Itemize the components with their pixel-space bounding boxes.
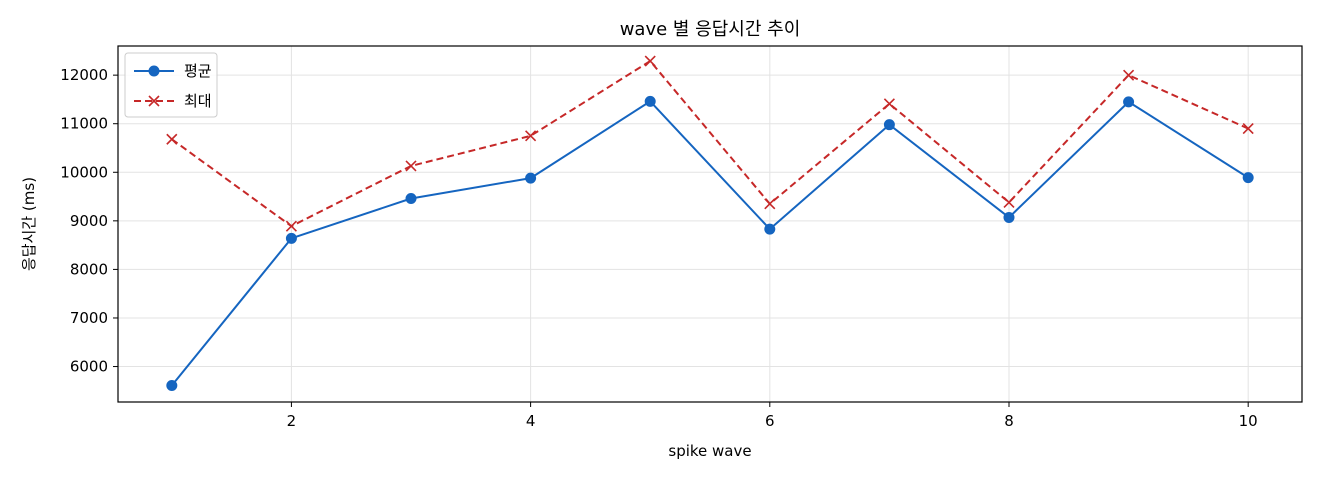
x-axis-label: spike wave <box>668 442 751 460</box>
legend-item-1: 평균 <box>134 62 212 80</box>
series-2 <box>166 55 1254 232</box>
series-1-line <box>171 100 1249 387</box>
series-2-point <box>644 55 656 67</box>
series-1-point <box>1003 211 1015 223</box>
x-tick-label: 8 <box>1004 412 1014 430</box>
series-1 <box>166 95 1254 391</box>
series-2-point-stroke-b <box>285 220 297 232</box>
y-tick-label: 7000 <box>70 309 108 327</box>
y-tick-label: 8000 <box>70 260 108 278</box>
y-axis-label: 응답시간 (ms) <box>20 177 38 271</box>
series-2-point-stroke-b <box>644 55 656 67</box>
legend-label: 최대 <box>184 92 212 110</box>
chart-title: wave 별 응답시간 추이 <box>620 19 801 40</box>
series-2-point <box>883 98 895 110</box>
series-1-point <box>1242 172 1254 184</box>
series-2-point <box>1003 196 1015 208</box>
series-2-point-stroke-b <box>525 130 537 142</box>
grid <box>118 46 1302 402</box>
series-2-point <box>764 198 776 210</box>
series-1-point <box>1123 96 1135 108</box>
series-2-point <box>166 133 178 145</box>
series-2-point-stroke-b <box>764 198 776 210</box>
x-tick-label: 10 <box>1239 412 1258 430</box>
x-tick-label: 6 <box>765 412 775 430</box>
series-2-point <box>405 160 417 172</box>
series-2-line <box>171 60 1249 228</box>
series-1-point <box>166 379 178 391</box>
legend-swatch-marker <box>148 65 160 77</box>
series-group <box>166 55 1254 391</box>
series-2-point-stroke-b <box>166 133 178 145</box>
series-1-point <box>285 232 297 244</box>
series-1-point <box>883 119 895 131</box>
legend-swatch-marker <box>148 95 160 107</box>
y-tick-label: 6000 <box>70 358 108 376</box>
y-tick-label: 9000 <box>70 212 108 230</box>
series-2-point <box>1242 122 1254 135</box>
plot-frame <box>117 45 1303 403</box>
series-2-point-stroke-b <box>1003 196 1015 208</box>
series-2-point <box>285 220 297 232</box>
series-1-point <box>644 95 656 107</box>
x-tick-label: 4 <box>526 412 536 430</box>
y-tick-label: 12000 <box>60 66 108 84</box>
axis-ticks: 2 4 6 8 10 6000 7000 8000 9000 10000 11000 12000 <box>60 66 1257 430</box>
legend-swatch-marker-stroke-b <box>148 95 160 107</box>
series-1-point <box>525 172 537 184</box>
series-2-point <box>525 130 537 142</box>
y-tick-label: 11000 <box>60 115 108 133</box>
series-2-point-stroke-b <box>1123 69 1135 81</box>
series-2-point-stroke-b <box>883 98 895 110</box>
series-2-point-stroke-b <box>1242 122 1254 135</box>
series-1-point <box>405 193 417 205</box>
x-tick-label: 2 <box>287 412 297 430</box>
y-tick-label: 10000 <box>60 163 108 181</box>
legend-item-2: 최대 <box>134 92 212 110</box>
series-2-point <box>1123 69 1135 81</box>
series-2-point-stroke-b <box>405 160 417 172</box>
series-1-point <box>764 223 776 235</box>
legend-label: 평균 <box>184 62 212 80</box>
